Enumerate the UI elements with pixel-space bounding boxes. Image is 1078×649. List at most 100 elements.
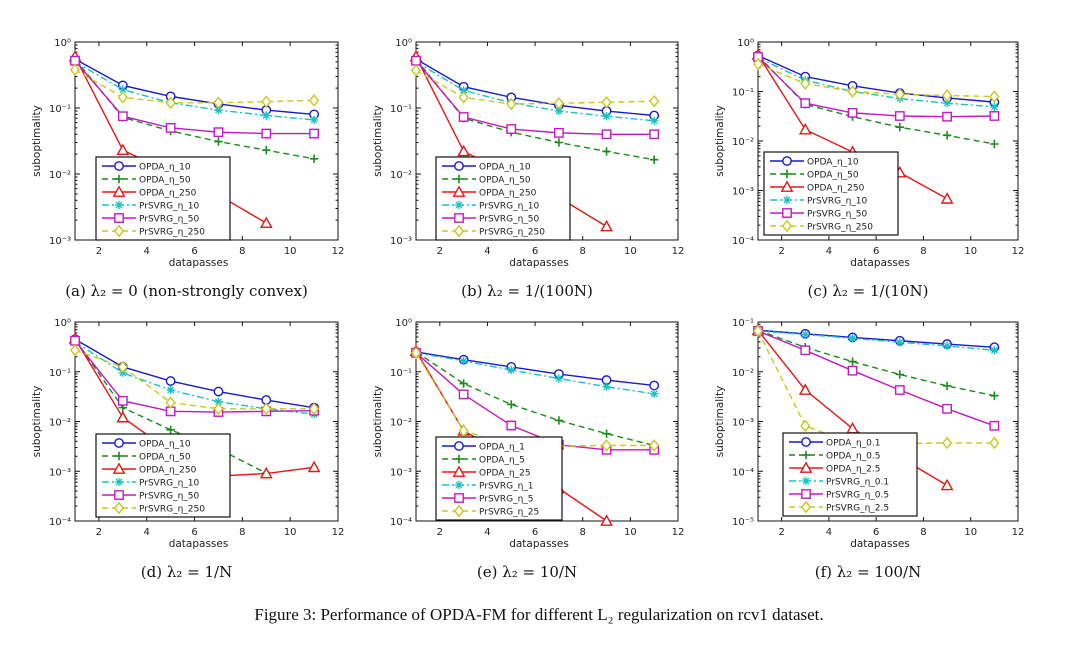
data-point: [457, 144, 471, 157]
series-line: [74, 58, 315, 116]
legend-item: OPDA_η_250: [770, 180, 865, 194]
y-tick-label: 10⁰: [395, 38, 412, 49]
data-point: [506, 124, 517, 134]
legend-label: PrSVRG_η_250: [479, 228, 545, 238]
data-point: [309, 128, 319, 139]
legend-label: OPDA_η_25: [479, 469, 531, 479]
legend-label: OPDA_η_250: [807, 184, 865, 194]
series-line: [415, 58, 655, 117]
legend-label: OPDA_η_10: [139, 163, 191, 173]
subplot-c: 2 4 6 8 10 12 10⁻⁴ 10⁻³ 10⁻² 10⁻¹ 10⁰ datapasses sub…: [714, 38, 1024, 300]
series-line: [415, 352, 655, 395]
legend-marker: [114, 451, 124, 461]
data-point: [118, 85, 128, 94]
data-point: [602, 382, 611, 391]
series-line: [757, 330, 995, 351]
legend-marker: [780, 180, 794, 192]
data-point: [800, 98, 811, 109]
legend-marker: [453, 504, 465, 518]
data-point: [940, 478, 954, 491]
x-tick-label: 10: [624, 527, 637, 538]
legend-marker: [453, 224, 465, 238]
data-point: [649, 439, 660, 452]
data-point: [940, 192, 954, 204]
legend: OPDA_η_0.1 OPDA_η_0.5 OPDA_η_2.5 PrSVRG_η_0…: [782, 432, 918, 517]
legend-marker: [454, 213, 464, 223]
legend-marker: [454, 493, 464, 503]
data-point: [990, 139, 999, 149]
data-point: [601, 95, 612, 109]
y-tick-label: 10⁻¹: [732, 318, 754, 329]
data-point: [990, 346, 999, 355]
legend-label: PrSVRG_η_10: [479, 202, 539, 212]
legend: OPDA_η_10 OPDA_η_50 OPDA_η_250 PrSVRG_η_10 P…: [763, 151, 899, 236]
y-axis-label: suboptimality: [372, 105, 384, 177]
data-point: [117, 395, 128, 406]
legend-item: PrSVRG_η_50: [442, 213, 539, 225]
legend-marker: [114, 161, 124, 171]
legend-item: OPDA_η_250: [102, 185, 197, 199]
data-point: [894, 385, 905, 395]
data-point: [458, 424, 469, 438]
legend-item: OPDA_η_250: [102, 462, 197, 476]
legend-label: PrSVRG_η_2.5: [826, 504, 889, 514]
data-point: [165, 122, 176, 133]
legend-item: PrSVRG_η_10: [770, 195, 867, 207]
data-point: [554, 374, 564, 383]
subplot-a: 2 4 6 8 10 12 10⁻³ 10⁻² 10⁻¹ 10⁰ datapasses subopti…: [31, 38, 344, 300]
legend-label: PrSVRG_η_0.1: [826, 478, 889, 488]
legend-marker: [454, 200, 464, 210]
data-point: [942, 403, 952, 414]
y-axis-label: suboptimality: [372, 386, 384, 458]
legend-item: OPDA_η_0.5: [789, 450, 880, 462]
data-point: [847, 365, 858, 376]
y-tick-label: 10⁻¹: [390, 368, 412, 379]
x-axis-label: datapasses: [509, 257, 569, 269]
x-tick-label: 10: [624, 246, 637, 257]
data-point: [69, 343, 81, 357]
y-tick-label: 10⁻¹: [732, 88, 754, 99]
data-point: [213, 402, 224, 416]
data-point: [554, 138, 564, 147]
legend-label: PrSVRG_η_50: [139, 492, 199, 502]
data-point: [894, 111, 905, 121]
legend-item: OPDA_η_5: [442, 454, 525, 466]
data-point: [942, 111, 952, 122]
x-tick-label: 8: [239, 246, 245, 257]
data-point: [458, 389, 469, 400]
series-line: [74, 60, 315, 135]
legend-item: PrSVRG_η_10: [102, 200, 199, 212]
y-tick-label: 10⁻⁴: [390, 517, 412, 528]
data-point: [941, 436, 953, 450]
legend-marker: [454, 480, 464, 490]
data-point: [70, 335, 80, 346]
legend-item: PrSVRG_η_5: [442, 493, 534, 505]
y-tick-label: 10⁻²: [732, 368, 754, 379]
legend-item: OPDA_η_250: [442, 185, 537, 199]
legend-item: OPDA_η_0.1: [789, 437, 880, 449]
data-point: [801, 330, 810, 339]
legend-label: PrSVRG_η_0.5: [826, 491, 889, 501]
data-point: [307, 460, 321, 473]
legend-item: PrSVRG_η_250: [770, 219, 873, 233]
x-tick-label: 10: [964, 246, 977, 257]
data-point: [990, 102, 999, 112]
data-point: [308, 94, 320, 107]
legend-marker: [800, 500, 812, 514]
data-point: [848, 334, 857, 343]
y-tick-label: 10⁻²: [49, 170, 71, 181]
y-tick-label: 10⁻¹: [49, 104, 71, 115]
legend-marker: [113, 224, 125, 238]
y-tick-label: 10⁻²: [49, 418, 71, 429]
legend-label: OPDA_η_1: [479, 443, 525, 453]
legend-marker: [454, 161, 464, 171]
legend-label: PrSVRG_η_50: [139, 215, 199, 225]
legend-item: PrSVRG_η_250: [102, 224, 205, 238]
data-point: [895, 338, 905, 347]
series-line: [74, 338, 267, 474]
data-point: [166, 385, 175, 395]
data-point: [116, 410, 130, 423]
data-point: [649, 116, 659, 125]
legend-item: OPDA_η_50: [102, 451, 191, 463]
x-tick-label: 2: [778, 527, 784, 538]
